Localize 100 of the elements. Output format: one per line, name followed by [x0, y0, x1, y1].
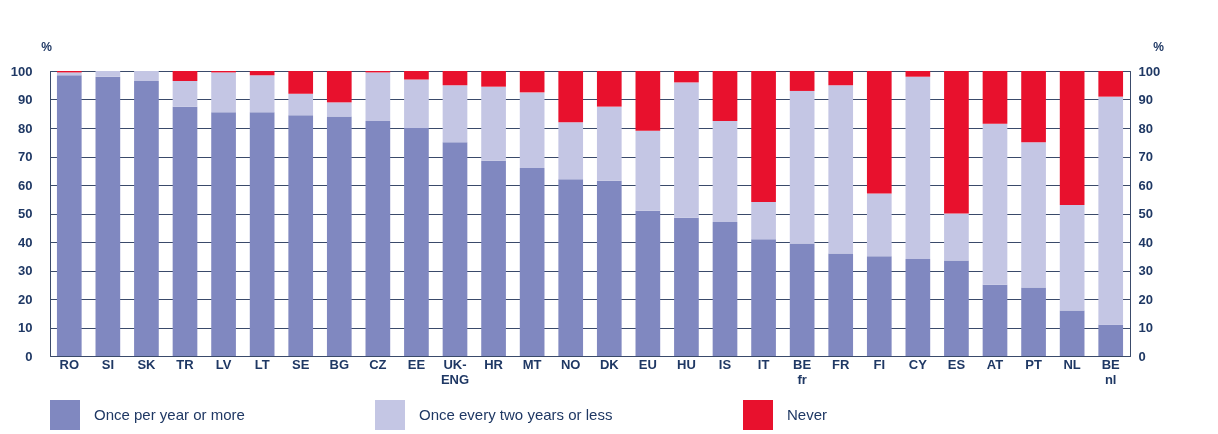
x-tick-label: RO — [59, 356, 80, 372]
bar — [365, 120, 391, 356]
bar — [249, 112, 275, 356]
bar — [1098, 324, 1124, 356]
bar — [635, 71, 661, 131]
bar — [442, 71, 468, 86]
bar — [905, 71, 931, 77]
bar — [828, 253, 854, 356]
x-tick-label: DK — [599, 356, 620, 372]
bar — [1098, 71, 1124, 97]
x-tick-label: SI — [101, 356, 115, 372]
bar — [326, 116, 352, 356]
bar — [828, 85, 854, 254]
y2-tick-label: 90 — [1138, 92, 1153, 107]
y-tick-label: 0 — [25, 348, 33, 364]
y2-tick-label: 80 — [1138, 120, 1153, 136]
y2-tick-label: 100 — [1138, 63, 1161, 79]
bar — [519, 167, 545, 356]
bar — [211, 112, 236, 356]
bar — [828, 71, 854, 86]
y2-tick-label: 70 — [1138, 149, 1153, 164]
bar — [558, 71, 584, 123]
bar — [211, 72, 236, 113]
bar — [789, 243, 815, 356]
bar — [404, 71, 429, 80]
x-tick-label: PT — [1025, 356, 1042, 372]
y-tick-label: 60 — [18, 177, 33, 193]
legend-label: Never — [787, 406, 828, 423]
bar — [751, 202, 776, 240]
y-tick-label: 40 — [18, 234, 33, 250]
bar — [519, 92, 545, 168]
bar — [789, 71, 815, 91]
x-tick-label: SE — [292, 356, 310, 372]
bar — [1059, 204, 1085, 311]
bar — [982, 71, 1008, 124]
x-tick-label: MT — [522, 356, 542, 372]
y2-tick-label: 0 — [1138, 348, 1146, 364]
bar — [944, 71, 969, 214]
y-tick-label: 70 — [18, 149, 33, 164]
legend-label: Once every two years or less — [419, 406, 613, 423]
y-tick-label: 80 — [18, 120, 33, 136]
bar — [712, 71, 738, 121]
bar — [404, 128, 429, 356]
bar — [905, 76, 931, 260]
x-tick-label: TR — [176, 356, 195, 372]
x-tick-label: BE fr — [793, 356, 812, 387]
bar — [751, 239, 776, 356]
x-tick-label: LT — [254, 356, 270, 372]
y2-axis-title: % — [1153, 39, 1165, 54]
bar — [288, 93, 314, 116]
bar — [481, 160, 506, 356]
y-tick-label: 50 — [18, 206, 33, 221]
x-tick-label: CZ — [369, 356, 387, 372]
bar — [866, 256, 892, 356]
bar — [751, 71, 776, 203]
x-tick-label: BG — [329, 356, 350, 372]
y2-tick-label: 20 — [1138, 291, 1153, 307]
x-tick-label: AT — [986, 356, 1004, 372]
legend-label: Once per year or more — [94, 406, 245, 423]
bar — [481, 86, 506, 161]
bar — [712, 222, 738, 356]
bar — [442, 85, 468, 143]
bar — [674, 217, 699, 356]
y-tick-label: 90 — [18, 92, 33, 107]
bar — [944, 260, 969, 356]
bar — [674, 82, 699, 218]
bar — [95, 76, 121, 356]
bar — [944, 213, 969, 261]
bar — [288, 71, 314, 94]
bar — [249, 71, 275, 76]
bar — [288, 115, 314, 356]
bar — [866, 193, 892, 257]
bar — [1059, 71, 1085, 205]
bar — [1098, 96, 1124, 325]
bar — [558, 179, 584, 356]
x-tick-label: HU — [677, 356, 696, 372]
bar — [404, 79, 429, 128]
bar — [326, 71, 352, 103]
bar — [982, 284, 1008, 356]
bar — [982, 123, 1008, 285]
bar — [1021, 287, 1046, 356]
x-tick-label: EU — [638, 356, 657, 372]
x-tick-label: HR — [484, 356, 504, 372]
x-tick-label: IT — [757, 356, 770, 372]
bar — [1059, 310, 1085, 356]
x-tick-label: NO — [560, 356, 581, 372]
x-tick-label: BE nl — [1101, 356, 1121, 387]
x-tick-label: IS — [718, 356, 732, 372]
bar — [596, 71, 622, 107]
bar — [635, 210, 661, 356]
bar — [134, 71, 159, 81]
bar — [712, 120, 738, 223]
bar — [172, 106, 198, 356]
x-tick-label: FI — [873, 356, 886, 372]
bar — [172, 80, 198, 107]
x-tick-label: NL — [1063, 356, 1081, 372]
bar — [326, 102, 352, 117]
x-tick-label: FR — [832, 356, 850, 372]
bar — [596, 180, 622, 356]
bar — [905, 259, 931, 356]
